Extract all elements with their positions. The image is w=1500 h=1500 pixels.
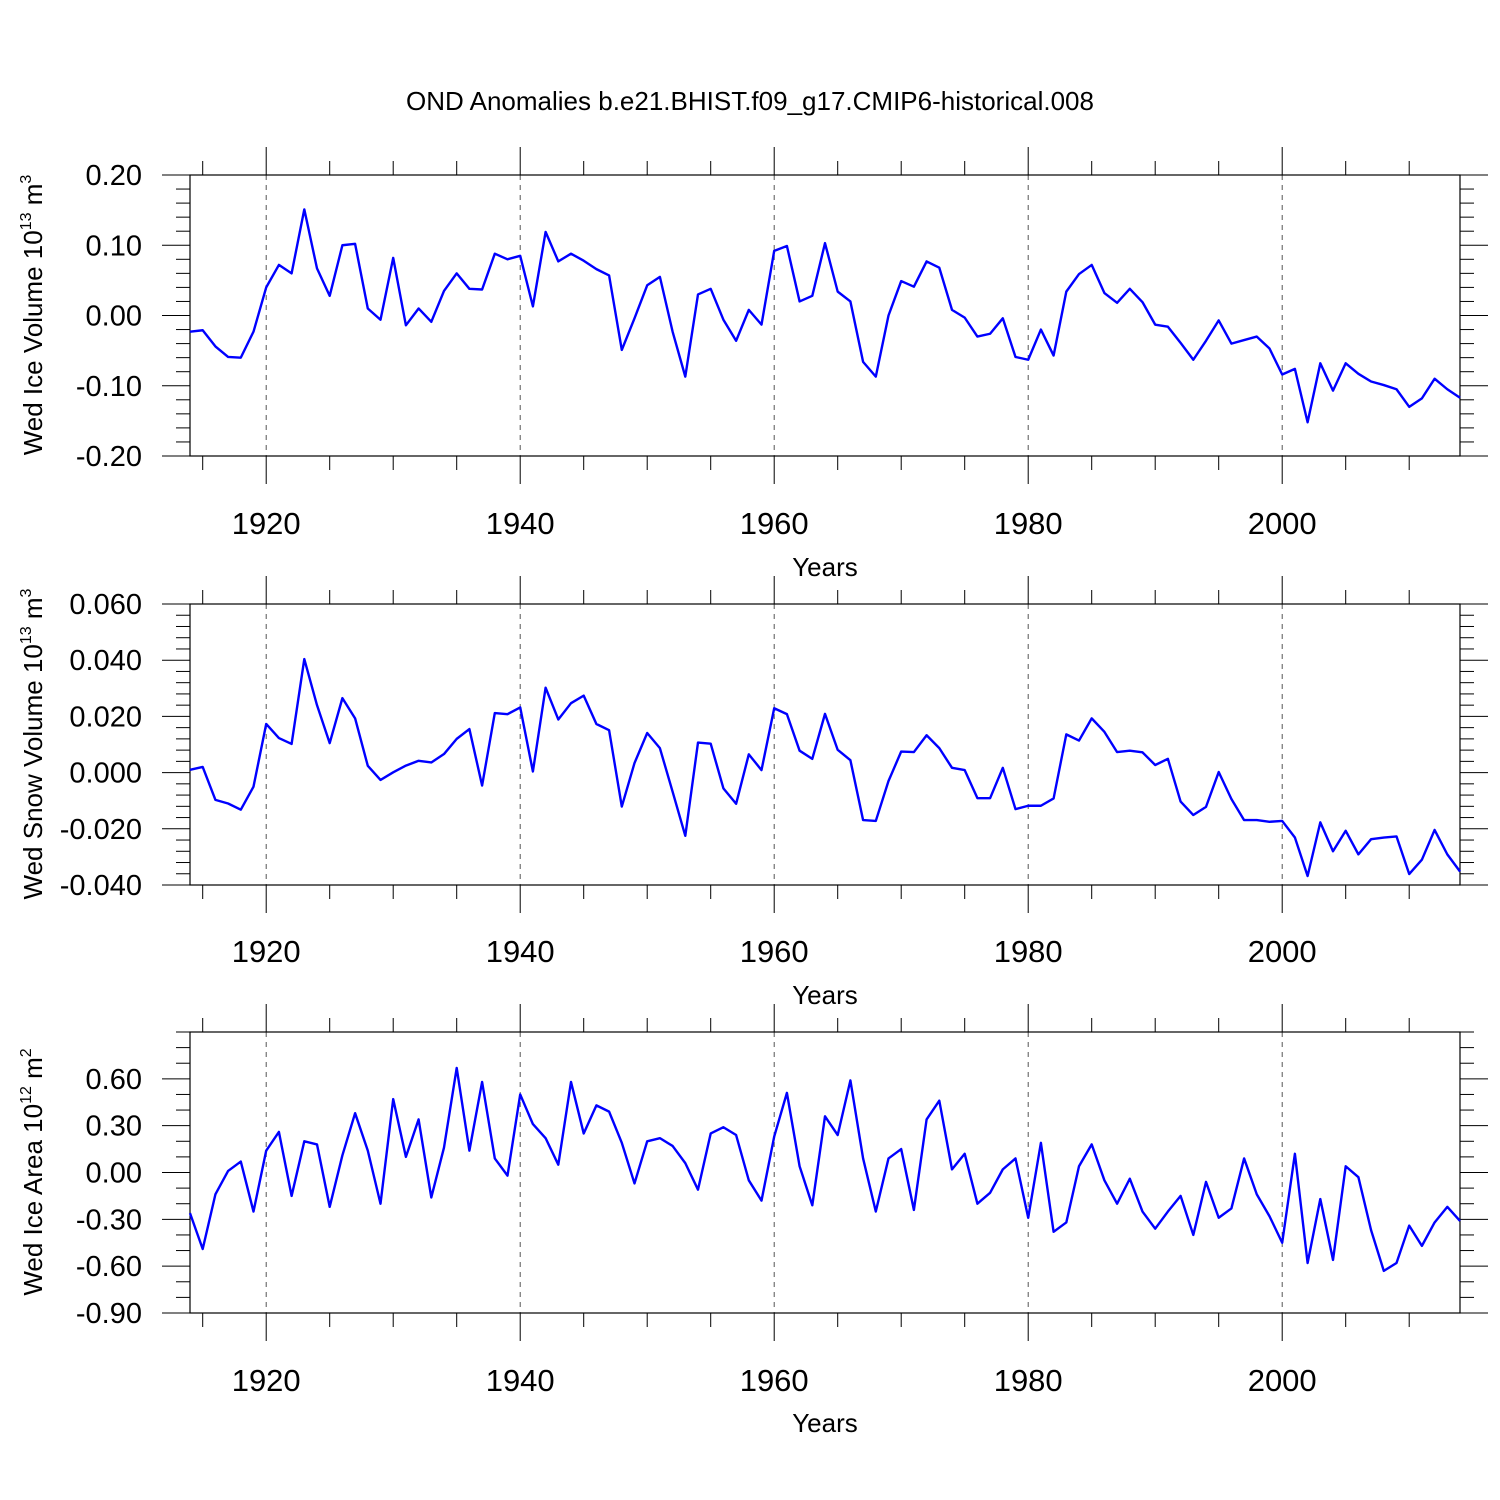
plot-frame (189, 603, 1461, 886)
x-tick-label: 2000 (1248, 506, 1317, 541)
series-line-ice-area (188, 1066, 1461, 1273)
y-tick-label: -0.20 (76, 441, 142, 473)
x-axis-title: Years (792, 1408, 858, 1438)
y-tick-label: -0.10 (76, 371, 142, 403)
y-tick-label: 0.30 (86, 1111, 142, 1143)
panel-ice-area: 0.60 0.30 0.00 -0.30 -0.60 -0.90 1920 1940 1960 1… (18, 1004, 1488, 1438)
x-tick-label: 1960 (740, 1363, 809, 1398)
y-tick-label: 0.040 (69, 645, 142, 677)
y-axis-title: Wed Ice Volume 1013 m3 (18, 175, 48, 456)
panel-ice-volume: 0.20 0.10 0.00 -0.10 -0.20 1920 1940 1960 1980 20… (18, 147, 1488, 582)
x-tick-label: 1920 (232, 1363, 301, 1398)
panel-snow-volume: 0.060 0.040 0.020 0.000 -0.020 -0.040 1920 1940… (18, 576, 1488, 1010)
plot-frame (189, 1031, 1461, 1314)
y-tick-label: -0.60 (76, 1251, 142, 1283)
x-tick-label: 1980 (994, 506, 1063, 541)
y-tick-label: 0.00 (86, 1158, 142, 1190)
x-tick-label: 1940 (486, 1363, 555, 1398)
y-tick-label: -0.30 (76, 1204, 142, 1236)
y-tick-label: 0.10 (86, 230, 142, 262)
x-tick-label: 2000 (1248, 934, 1317, 969)
x-tick-label: 1980 (994, 1363, 1063, 1398)
x-tick-label: 1920 (232, 506, 301, 541)
y-tick-label: -0.040 (60, 870, 142, 902)
x-tick-label: 1940 (486, 934, 555, 969)
plot-frame (189, 174, 1461, 457)
y-tick-label: 0.060 (69, 589, 142, 621)
y-axis-title: Wed Ice Area 1012 m2 (18, 1048, 48, 1295)
y-tick-label: 0.00 (86, 301, 142, 333)
x-axis-title: Years (792, 552, 858, 582)
x-tick-label: 1960 (740, 934, 809, 969)
y-tick-label: 0.20 (86, 160, 142, 192)
x-tick-label: 2000 (1248, 1363, 1317, 1398)
y-tick-label: 0.60 (86, 1064, 142, 1096)
x-tick-label: 1940 (486, 506, 555, 541)
x-tick-label: 1960 (740, 506, 809, 541)
y-axis-title: Wed Snow Volume 1013 m3 (18, 588, 48, 899)
y-tick-label: -0.020 (60, 814, 142, 846)
x-axis-title: Years (792, 980, 858, 1010)
series-line-snow-volume (189, 657, 1461, 878)
x-tick-label: 1920 (232, 934, 301, 969)
y-tick-label: -0.90 (76, 1298, 142, 1330)
series-line-ice-volume (189, 208, 1461, 424)
figure-title: OND Anomalies b.e21.BHIST.f09_g17.CMIP6-… (406, 86, 1094, 116)
x-tick-label: 1980 (994, 934, 1063, 969)
y-tick-label: 0.020 (69, 701, 142, 733)
y-tick-label: 0.000 (69, 758, 142, 790)
